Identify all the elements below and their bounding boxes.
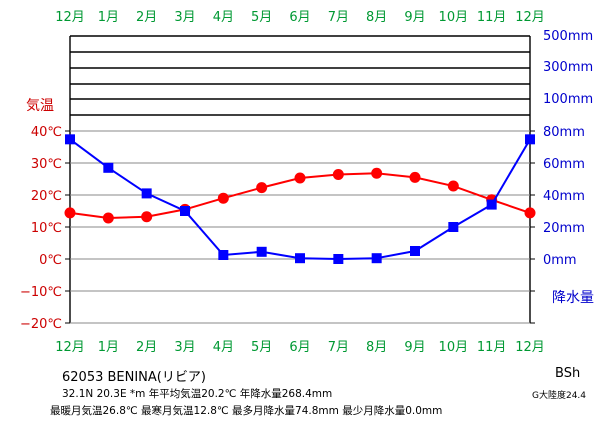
temp-tick-label: 40℃	[31, 125, 62, 140]
temp-tick-label: 10℃	[31, 221, 62, 236]
precip-axis-title: 降水量	[552, 290, 594, 306]
temperature-point	[256, 182, 268, 194]
temp-tick-label: 0℃	[39, 253, 62, 268]
precip-tick-label: 40mm	[543, 189, 585, 204]
month-label-bottom: 4月	[213, 340, 234, 355]
month-label-top: 12月	[55, 10, 85, 25]
precip-tick-label: 0mm	[543, 253, 577, 268]
month-label-top: 8月	[366, 10, 387, 25]
month-label-bottom: 3月	[174, 340, 195, 355]
station-name: 62053 BENINA(リビア)	[62, 370, 206, 385]
plot-grid	[70, 35, 530, 324]
precipitation-line	[69, 138, 531, 261]
precip-tick-label: 20mm	[543, 221, 585, 236]
month-label-bottom: 11月	[477, 340, 507, 355]
precipitation-point	[103, 162, 114, 173]
month-label-top: 9月	[404, 10, 425, 25]
month-label-top: 1月	[98, 10, 119, 25]
temperature-point	[102, 212, 114, 224]
month-label-top: 7月	[328, 10, 349, 25]
precipitation-point	[256, 246, 267, 257]
month-label-top: 6月	[289, 10, 310, 25]
month-label-bottom: 6月	[289, 340, 310, 355]
month-label-bottom: 10月	[439, 340, 469, 355]
precipitation-point	[295, 253, 305, 264]
month-label-bottom: 12月	[55, 340, 85, 355]
climate-class: BSh	[555, 366, 581, 381]
temp-tick-label: 20℃	[31, 189, 62, 204]
temperature-point	[524, 207, 536, 219]
month-label-bottom: 12月	[515, 340, 545, 355]
precip-tick-label: 60mm	[543, 157, 585, 172]
temp-axis-title: 気温	[26, 98, 54, 114]
temp-tick-label: 30℃	[31, 157, 62, 172]
precip-tick-label: 80mm	[543, 125, 585, 140]
month-label-bottom: 9月	[404, 340, 425, 355]
precipitation-point	[65, 134, 75, 145]
month-label-top: 11月	[477, 10, 507, 25]
month-label-top: 2月	[136, 10, 157, 25]
month-label-bottom: 2月	[136, 340, 157, 355]
temperature-point	[294, 172, 306, 184]
temperature-point	[447, 180, 459, 192]
precip-upper-tick-label: 300mm	[543, 60, 593, 75]
month-label-top: 3月	[174, 10, 195, 25]
precipitation-point	[371, 253, 382, 264]
precipitation-point	[218, 250, 229, 260]
precipitation-series	[65, 134, 535, 264]
temp-tick-label: −10℃	[20, 285, 62, 300]
temperature-point	[141, 211, 153, 223]
precipitation-point	[448, 222, 459, 232]
month-label-bottom: 1月	[98, 340, 119, 355]
month-label-bottom: 7月	[328, 340, 349, 355]
month-label-bottom: 5月	[251, 340, 272, 355]
precip-upper-tick-label: 500mm	[543, 29, 593, 44]
temperature-point	[409, 171, 421, 183]
month-label-top: 5月	[251, 10, 272, 25]
precipitation-axis: 500mm 300mm 100mm 80mm 60mm 40mm 20mm 0mm 降水量	[543, 29, 594, 306]
temperature-point	[332, 169, 344, 181]
precipitation-point	[410, 246, 420, 256]
month-label-top: 10月	[439, 10, 469, 25]
temperature-axis: 気温 40℃ 30℃ 20℃ 10℃ 0℃ −10℃ −20℃	[20, 98, 62, 332]
temp-tick-label: −20℃	[20, 317, 62, 332]
precipitation-point	[333, 254, 344, 264]
temperature-point	[371, 167, 383, 179]
precipitation-point	[525, 134, 535, 145]
month-label-bottom: 8月	[366, 340, 387, 355]
month-labels-bottom: 12月 1月 2月 3月 4月 5月 6月 7月 8月 9月 10月 11月 12月	[55, 340, 545, 355]
month-label-top: 4月	[213, 10, 234, 25]
station-stats-line2: 最暖月気温26.8℃ 最寒月気温12.8℃ 最多月降水量74.8mm 最少月降水…	[50, 405, 443, 417]
month-label-top: 12月	[515, 10, 545, 25]
precipitation-point	[141, 188, 152, 199]
station-stats-line1: 32.1N 20.3E *m 年平均気温20.2℃ 年降水量268.4mm	[62, 388, 333, 400]
precipitation-point	[486, 199, 497, 210]
temperature-point	[64, 207, 76, 219]
continentality-note: G大陸度24.4	[532, 391, 587, 401]
temperature-series	[64, 167, 536, 224]
temperature-point	[217, 192, 229, 204]
precipitation-point	[180, 206, 190, 216]
precip-upper-tick-label: 100mm	[543, 92, 593, 107]
month-labels-top: 12月 1月 2月 3月 4月 5月 6月 7月 8月 9月 10月 11月 12月	[55, 10, 545, 25]
